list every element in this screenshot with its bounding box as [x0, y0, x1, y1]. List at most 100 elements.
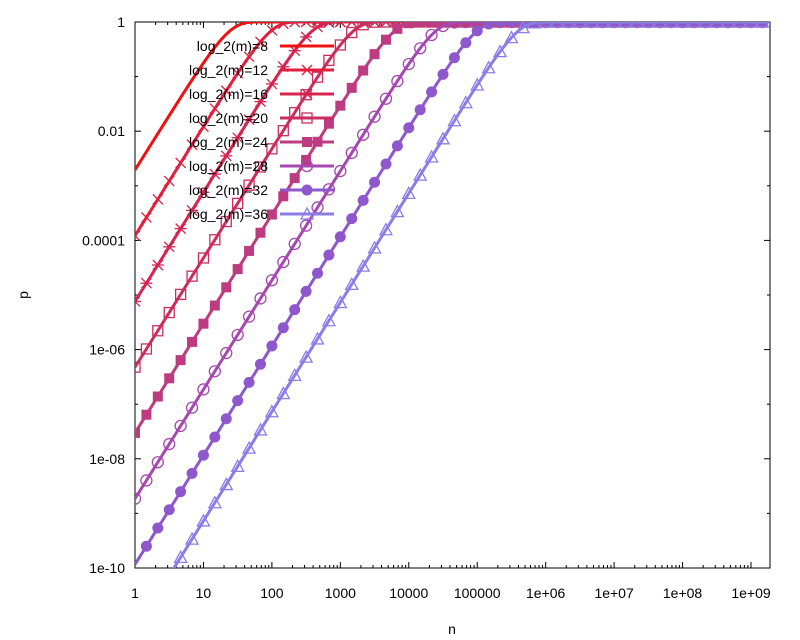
data-point-marker [414, 42, 427, 55]
data-point-marker [379, 22, 392, 28]
data-point-marker [266, 340, 278, 352]
data-point-marker [140, 540, 152, 552]
data-point-marker [357, 194, 369, 206]
data-point-marker [140, 343, 153, 355]
data-point-marker [276, 386, 291, 400]
data-point-marker [230, 458, 245, 472]
data-point-marker [173, 549, 188, 563]
data-point-marker [311, 22, 324, 33]
data-point-marker [549, 22, 565, 28]
data-point-marker [254, 292, 267, 305]
data-point-marker [356, 128, 370, 141]
x-tick-label: 100 [260, 585, 284, 601]
series-line [135, 22, 770, 237]
data-point-marker [254, 358, 266, 370]
data-point-marker [732, 22, 747, 28]
data-point-marker [618, 22, 633, 28]
data-point-marker [527, 22, 542, 29]
data-point-marker [369, 49, 380, 60]
series-8 [135, 22, 770, 171]
data-point-marker [311, 71, 324, 83]
x-tick-label: 1e+07 [594, 585, 634, 601]
data-point-marker [243, 114, 256, 126]
data-point-marker [401, 185, 416, 199]
data-point-marker [140, 212, 152, 223]
data-point-marker [197, 121, 209, 133]
data-point-marker [255, 227, 266, 238]
data-point-marker [232, 264, 243, 275]
y-tick-label: 0.01 [98, 123, 125, 139]
data-point-marker [152, 391, 163, 402]
data-point-marker [380, 22, 392, 28]
data-point-marker [344, 276, 359, 290]
axis-layer: 1 10 100 1000 10000 100000 1e+06 1e+07 1e+08 1e+0… [82, 14, 771, 601]
data-point-marker [334, 164, 347, 178]
data-point-marker [390, 204, 405, 218]
data-point-marker [413, 167, 428, 181]
data-point-marker [209, 431, 221, 443]
legend-label: log_2(m)=12 [189, 62, 268, 78]
data-point-marker [187, 336, 198, 347]
data-point-marker [265, 78, 278, 90]
data-point-marker [379, 92, 393, 105]
series-36 [172, 22, 770, 568]
series-line [135, 22, 770, 500]
data-point-marker [334, 231, 346, 243]
data-point-marker [378, 222, 394, 236]
x-tick-label: 10 [196, 585, 212, 601]
data-point-marker [186, 270, 198, 282]
y-tick-label: 1 [117, 14, 125, 30]
data-point-marker [152, 522, 164, 534]
data-point-marker [334, 22, 347, 28]
data-point-marker [302, 137, 312, 147]
data-point-marker [403, 122, 415, 134]
data-point-marker [460, 22, 471, 27]
data-point-marker [402, 57, 415, 71]
data-point-marker [243, 51, 255, 63]
data-point-marker [186, 467, 198, 479]
data-point-marker [277, 255, 290, 269]
y-tick-label: 1e-06 [89, 342, 125, 358]
series-line [135, 22, 770, 303]
data-point-marker [641, 22, 656, 28]
x-tick-label: 10000 [389, 585, 428, 601]
data-point-marker [321, 313, 337, 327]
data-point-marker [244, 245, 255, 256]
data-point-marker [141, 409, 152, 420]
data-point-marker [561, 22, 576, 28]
legend-label: log_2(m)=28 [189, 158, 268, 174]
data-point-marker [301, 64, 313, 76]
data-point-marker [301, 88, 313, 100]
data-point-marker [197, 449, 209, 461]
data-point-marker [289, 173, 300, 184]
data-point-marker [197, 186, 210, 198]
data-point-marker [140, 474, 153, 487]
data-point-marker [424, 149, 439, 163]
data-point-marker [448, 52, 460, 64]
data-point-marker [220, 215, 232, 228]
data-point-marker [253, 422, 268, 436]
data-point-marker [184, 531, 200, 545]
series-line [172, 22, 770, 568]
data-point-marker [300, 31, 313, 43]
data-point-marker [426, 22, 437, 28]
legend-label: log_2(m)=24 [189, 134, 268, 150]
data-point-marker [346, 26, 358, 39]
data-point-marker [301, 112, 313, 124]
x-tick-label: 1e+08 [663, 585, 703, 601]
data-point-marker [186, 204, 199, 216]
data-point-marker [254, 161, 267, 173]
data-point-marker [300, 22, 312, 28]
data-point-marker [357, 22, 369, 31]
data-point-marker [135, 427, 140, 438]
x-tick-label: 1000 [325, 585, 356, 601]
data-point-marker [163, 504, 175, 516]
data-point-marker [449, 22, 460, 27]
data-point-marker [175, 355, 186, 366]
data-point-marker [299, 219, 313, 232]
x-tick-label: 1e+06 [526, 585, 566, 601]
data-point-marker [367, 240, 382, 254]
data-point-marker [208, 168, 221, 180]
data-point-marker [538, 22, 553, 28]
data-point-marker [504, 30, 519, 44]
